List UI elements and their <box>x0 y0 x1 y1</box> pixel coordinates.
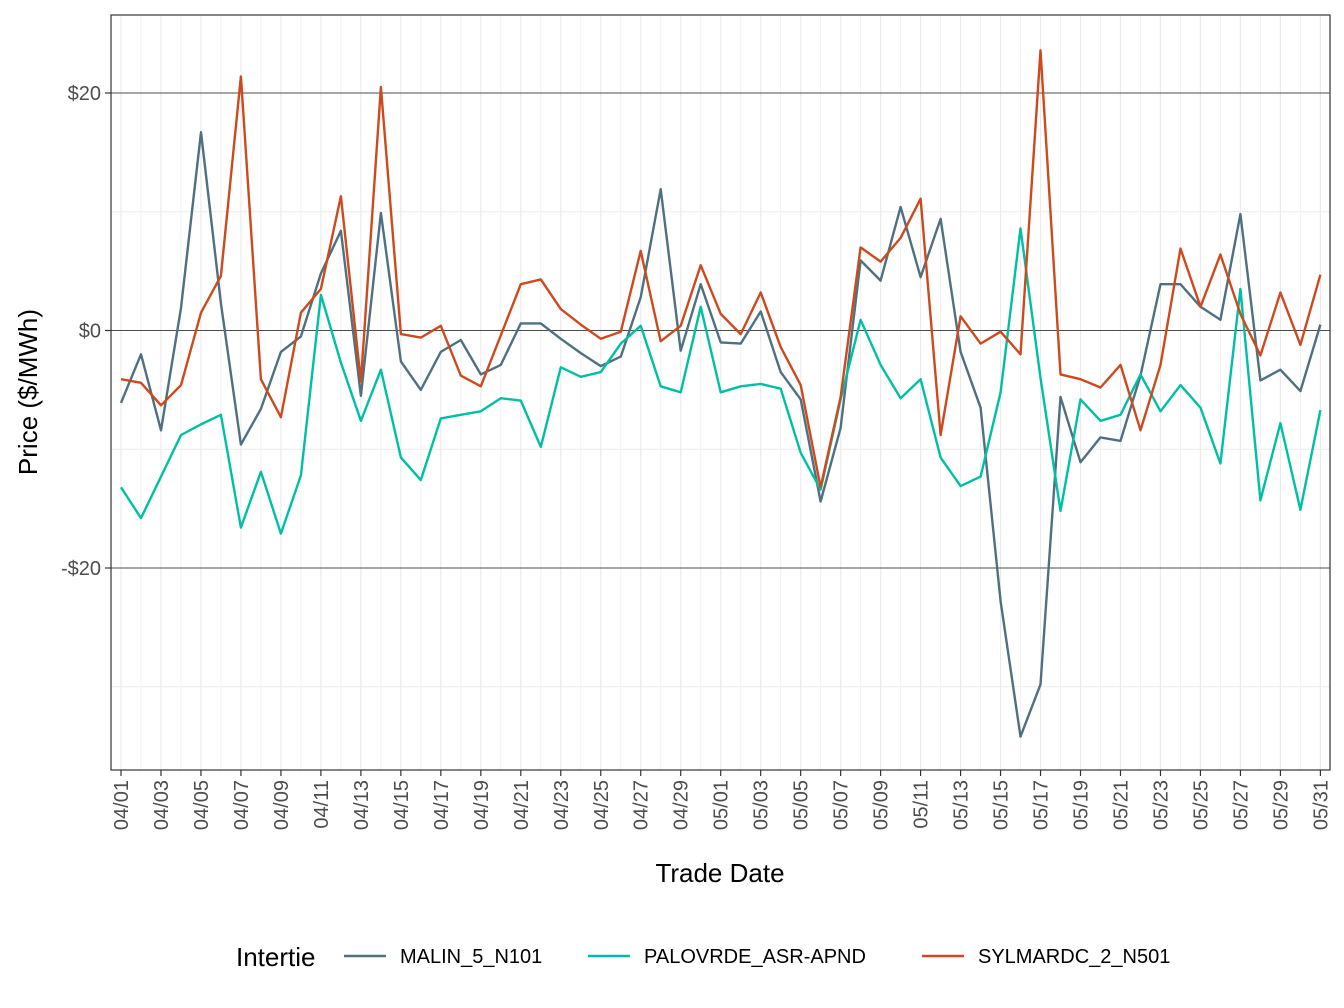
x-tick-label: 05/31 <box>1310 780 1332 830</box>
x-tick-label: 04/27 <box>631 780 653 830</box>
x-tick-label: 04/05 <box>191 780 213 830</box>
major-y-gridlines <box>111 92 1330 569</box>
x-tick-label: 04/09 <box>271 780 293 830</box>
x-tick-label: 05/01 <box>711 780 733 830</box>
x-tick-label: 04/17 <box>431 780 453 830</box>
x-tick-label: 05/21 <box>1111 780 1133 830</box>
y-tick-label: $20 <box>68 83 101 105</box>
y-tick-label: $0 <box>79 321 101 343</box>
x-tick-label: 05/29 <box>1270 780 1292 830</box>
x-tick-label: 05/19 <box>1071 780 1093 830</box>
x-tick-label: 04/11 <box>311 780 333 829</box>
x-tick-label: 05/05 <box>791 780 813 830</box>
x-tick-label: 04/03 <box>151 780 173 830</box>
legend-label-SYLMARDC_2_N501: SYLMARDC_2_N501 <box>978 946 1170 968</box>
x-tick-label: 04/21 <box>511 780 533 830</box>
x-axis: 04/01 04/03 04/05 04/07 04/09 04/11 04/13 04/15… <box>111 770 1332 830</box>
legend-label-PALOVRDE_ASR-APND: PALOVRDE_ASR-APND <box>644 946 866 968</box>
y-axis: -$20 $0 $20 <box>61 83 111 580</box>
series-lines <box>119 49 1322 738</box>
y-axis-title: Price ($/MWh) <box>13 309 43 475</box>
legend-label-MALIN_5_N101: MALIN_5_N101 <box>400 946 542 968</box>
legend-title: Intertie <box>236 942 316 972</box>
series-line-SYLMARDC_2_N501 <box>120 49 1322 489</box>
x-axis-title: Trade Date <box>655 858 784 888</box>
x-tick-label: 05/23 <box>1151 780 1173 830</box>
x-tick-label: 05/03 <box>751 780 773 830</box>
x-tick-label: 05/09 <box>871 780 893 830</box>
x-tick-label: 04/23 <box>551 780 573 830</box>
x-tick-label: 04/01 <box>111 780 133 830</box>
x-tick-label: 05/13 <box>951 780 973 830</box>
x-tick-label: 04/15 <box>391 780 413 830</box>
x-tick-label: 05/27 <box>1230 780 1252 830</box>
minor-x-gridlines <box>140 15 1301 770</box>
x-tick-label: 05/15 <box>991 780 1013 830</box>
x-tick-label: 04/19 <box>471 780 493 830</box>
x-tick-label: 04/25 <box>591 780 613 830</box>
series-line-PALOVRDE_ASR-APND <box>119 227 1322 535</box>
x-tick-label: 05/11 <box>911 780 933 829</box>
legend: Intertie MALIN_5_N101 PALOVRDE_ASR-APND SY… <box>236 942 1170 972</box>
x-tick-label: 05/25 <box>1191 780 1213 830</box>
x-tick-label: 04/29 <box>671 780 693 830</box>
x-tick-label: 04/07 <box>231 780 253 830</box>
x-tick-label: 04/13 <box>351 780 373 830</box>
series-line-MALIN_5_N101 <box>119 130 1322 738</box>
x-tick-label: 05/07 <box>831 780 853 830</box>
x-tick-label: 05/17 <box>1031 780 1053 830</box>
y-tick-label: -$20 <box>61 558 101 580</box>
